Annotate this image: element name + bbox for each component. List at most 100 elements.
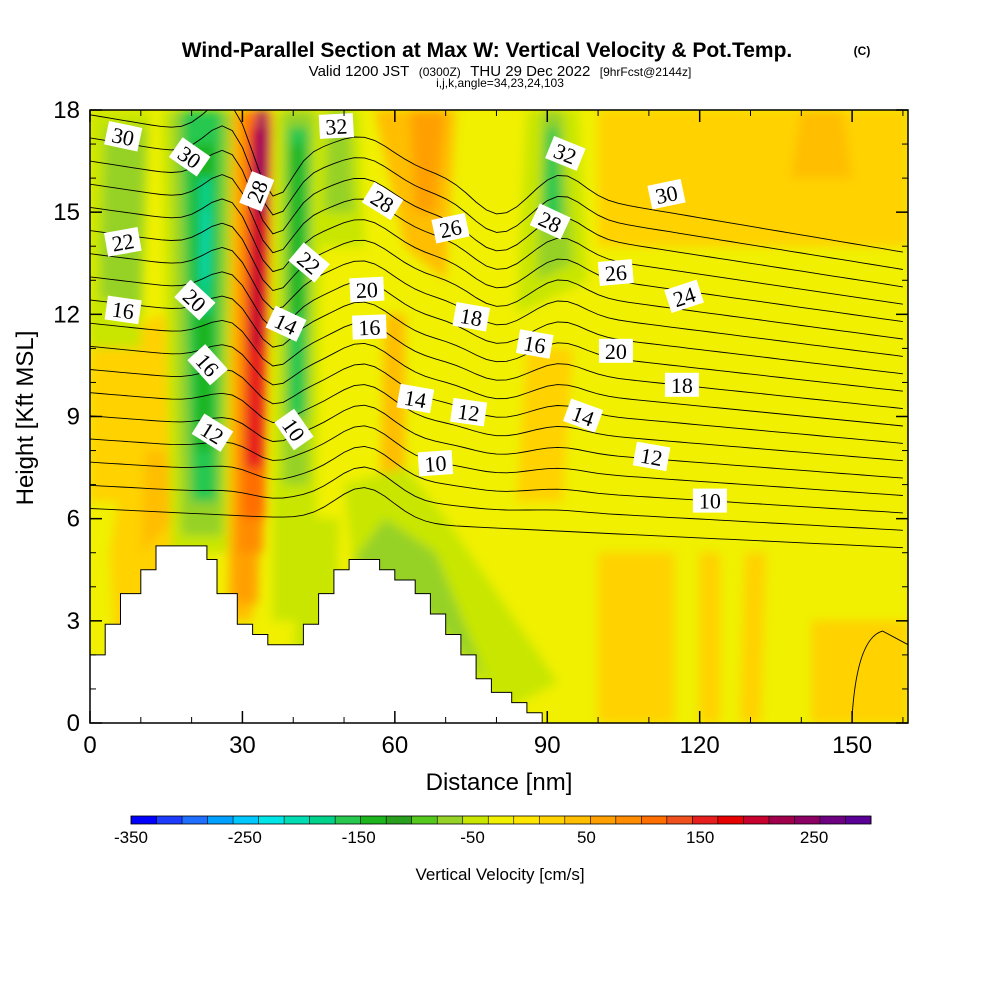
chart-subtitle: Valid 1200 JST (0300Z) THU 29 Dec 2022 [… (309, 63, 692, 80)
y-axis-title: Height [Kft MSL] (12, 331, 39, 506)
terrain-mask (90, 545, 543, 723)
subtitle-zulu: (0300Z) (419, 65, 461, 79)
potential-temperature-contours (90, 110, 908, 717)
contour-label-box (104, 120, 143, 152)
contour-label-box (647, 178, 686, 210)
isentrope-line (90, 404, 903, 479)
contour-label: 16 (104, 295, 142, 325)
contour-label-box (396, 383, 435, 414)
y-tick-label: 18 (53, 97, 80, 124)
contour-label-box (349, 276, 385, 303)
colorbar-swatch (590, 816, 617, 824)
contour-label: 30 (647, 178, 686, 210)
colorbar-label: 250 (800, 828, 828, 847)
isentrope-line (90, 198, 903, 323)
colorbar-swatch (207, 816, 234, 824)
colorbar-label: -350 (114, 828, 148, 847)
colorbar-swatch (335, 816, 361, 824)
colorbar-swatch (386, 816, 412, 824)
velocity-region (516, 348, 573, 502)
velocity-region (410, 110, 446, 213)
contour-label: 16 (515, 329, 554, 359)
velocity-region (791, 110, 853, 179)
contour-label-box (598, 338, 633, 363)
isentrope-line (90, 149, 903, 288)
chart-title: Wind-Parallel Section at Max W: Vertical… (182, 39, 793, 62)
contour-label: 16 (187, 344, 228, 386)
x-tick-label: 150 (832, 732, 872, 759)
x-tick-label: 60 (381, 732, 408, 759)
contour-label: 32 (318, 113, 354, 140)
contour-label-box (664, 372, 699, 397)
colorbar-swatch (437, 816, 464, 824)
contour-label-text: 26 (604, 260, 628, 287)
contour-label-box (417, 450, 454, 477)
contour-label-text: 10 (424, 450, 448, 476)
isentrope-line (851, 630, 908, 717)
axis-ticks (89, 109, 908, 724)
isentrope-line (90, 110, 903, 253)
contour-label-text: 20 (605, 339, 627, 364)
isentrope-line (90, 445, 903, 514)
colorbar-label: -50 (460, 828, 485, 847)
velocity-region (290, 144, 304, 315)
contour-label-text: 14 (402, 385, 428, 413)
y-tick-label: 0 (67, 710, 80, 737)
y-tick-label: 6 (67, 506, 80, 533)
subtitle-forecast: [9hrFcst@2144z] (600, 65, 692, 79)
x-tick-label: 0 (83, 732, 96, 759)
colorbar-label: 150 (686, 828, 714, 847)
contour-label-box (191, 413, 234, 452)
contour-label-box (265, 305, 307, 342)
isentrope-line (90, 247, 903, 357)
contour-label-text: 20 (355, 277, 378, 303)
contour-label-box (597, 259, 634, 286)
contour-label-box (239, 171, 275, 212)
colorbar-swatch (462, 816, 489, 824)
contour-label-box (274, 408, 314, 451)
isentrope-line (90, 319, 903, 410)
contour-label: 20 (349, 276, 385, 303)
isentrope-line (90, 174, 903, 305)
contour-label-text: 22 (110, 228, 136, 256)
velocity-region (598, 110, 908, 247)
contour-label-text: 18 (671, 373, 693, 398)
isentrope-line (90, 342, 903, 427)
velocity-region (740, 552, 766, 723)
colorbar-swatch (666, 816, 693, 824)
contour-label-box (104, 295, 142, 325)
contour-label-box (351, 314, 387, 340)
x-axis-title: Distance [nm] (426, 769, 573, 796)
contour-label-box (545, 135, 586, 171)
contour-label-text: 16 (110, 296, 135, 324)
colorbar-swatch (615, 816, 642, 824)
velocity-region (379, 314, 405, 519)
x-tick-label: 120 (680, 732, 720, 759)
colorbar-swatch (309, 816, 336, 824)
contour-label: 12 (450, 397, 488, 427)
contour-label-box (431, 212, 470, 244)
axis-tick-labels: 0 30 60 90 120 150 0 3 6 9 12 15 18 (53, 97, 872, 759)
colorbar-swatch (182, 816, 208, 824)
contour-label: 12 (632, 441, 671, 472)
colorbar-swatch (233, 816, 259, 824)
colorbar-swatch (564, 816, 591, 824)
contour-label-text: 18 (458, 303, 484, 331)
colorbar-swatch (743, 816, 770, 824)
colorbar-swatch (819, 816, 846, 824)
contour-label-box (664, 279, 704, 314)
contour-label: 26 (431, 212, 470, 244)
isentrope-line (90, 125, 903, 270)
colorbar-frame (130, 815, 872, 825)
contour-label: 14 (396, 383, 435, 414)
velocity-region (811, 620, 908, 723)
contour-label: 30 (104, 120, 143, 152)
isentrope-line (90, 222, 903, 340)
contour-label-box (318, 113, 354, 139)
contour-label-box (563, 398, 604, 433)
contour-label-box (529, 203, 571, 240)
contour-label-text: 16 (522, 330, 548, 358)
contour-label-box (452, 301, 491, 332)
y-tick-label: 15 (53, 199, 80, 226)
